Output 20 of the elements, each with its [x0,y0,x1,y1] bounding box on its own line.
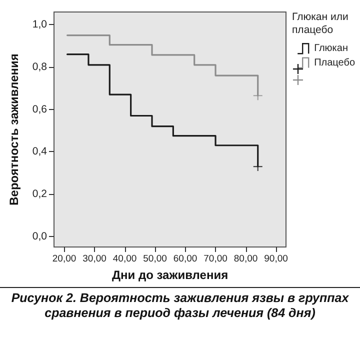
x-tick-label: 80,00 [234,254,258,264]
text: Рисунок 2. Вероятность заживления язвы в группах сравнения в период фазы лечения (84 дня) [10,291,350,321]
x-tick-label: 50,00 [143,254,167,264]
x-tick-label: 90,00 [264,254,288,264]
legend-label: Плацебо [314,57,356,68]
y-tick-label: 0,0 [32,230,48,242]
legend-title: Глюкан или плацебо [292,11,350,37]
x-tick-label: 20,00 [52,254,76,264]
y-tick-label: 0,6 [32,103,48,116]
y-tick-label: 0,2 [32,188,48,200]
x-axis-title: Дни до заживления [112,268,228,282]
x-tick-label: 70,00 [204,254,228,264]
y-tick-label: 0,8 [32,61,48,74]
legend-label: Глюкан [314,43,348,54]
y-axis-title: Вероятность заживления [7,54,21,206]
y-tick-label: 1,0 [32,18,48,31]
y-tick-label: 0,4 [32,146,48,158]
x-tick-label: 40,00 [112,254,137,264]
x-tick-label: 30,00 [82,254,106,264]
x-tick-label: 60,00 [173,254,198,264]
